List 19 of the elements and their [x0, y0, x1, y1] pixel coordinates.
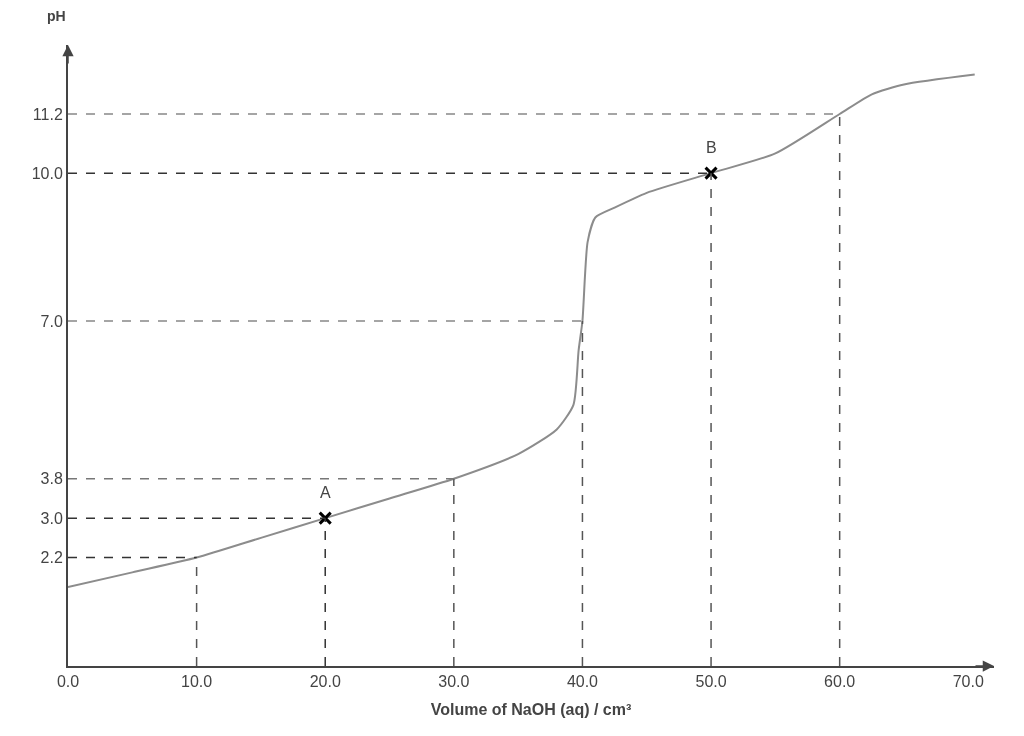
x-tick-label: 50.0	[695, 673, 727, 691]
y-tick-label: 3.8	[40, 470, 63, 488]
y-tick-label: 11.2	[32, 105, 63, 123]
annotation: A	[320, 484, 331, 501]
x-tick-label: 0.0	[56, 673, 80, 691]
y-tick-label: 2.2	[40, 549, 63, 567]
x-tick-label: 60.0	[824, 673, 856, 691]
x-tick-label: 30.0	[438, 673, 470, 691]
y-tick-label: 10.0	[31, 164, 63, 182]
x-tick-label: 10.0	[181, 673, 213, 691]
y-tick-label: 3.0	[40, 509, 63, 527]
x-tick-label: 70.0	[952, 673, 984, 691]
x-axis-title: Volume of NaOH (aq) / cm³	[430, 701, 632, 719]
x-tick-label: 20.0	[309, 673, 341, 691]
y-tick-label: 7.0	[40, 312, 63, 330]
line-series	[68, 73, 976, 589]
y-axis-title: pH	[47, 8, 66, 24]
x-tick-label: 40.0	[566, 673, 599, 691]
annotation: B	[706, 139, 717, 156]
